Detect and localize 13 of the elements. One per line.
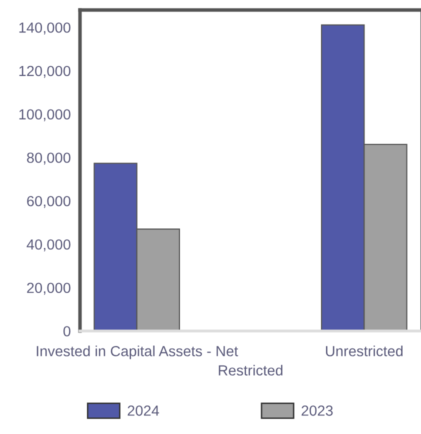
legend-label: 2024 bbox=[128, 405, 160, 416]
y-tick-label: 20,000 bbox=[27, 282, 70, 295]
y-tick-label: 100,000 bbox=[19, 109, 70, 122]
y-tick-label: 140,000 bbox=[19, 22, 70, 34]
legend-label: 2023 bbox=[302, 405, 333, 416]
x-tick-label: Restricted bbox=[218, 364, 282, 376]
y-tick-label: 0 bbox=[63, 326, 70, 336]
y-tick-label: 80,000 bbox=[27, 152, 70, 165]
y-tick-label: 60,000 bbox=[27, 196, 70, 208]
x-tick-label: Unrestricted bbox=[326, 346, 403, 356]
y-tick-label: 120,000 bbox=[19, 66, 70, 78]
x-tick-label: Invested in Capital Assets - Net bbox=[36, 346, 238, 360]
y-tick-label: 40,000 bbox=[26, 239, 70, 252]
